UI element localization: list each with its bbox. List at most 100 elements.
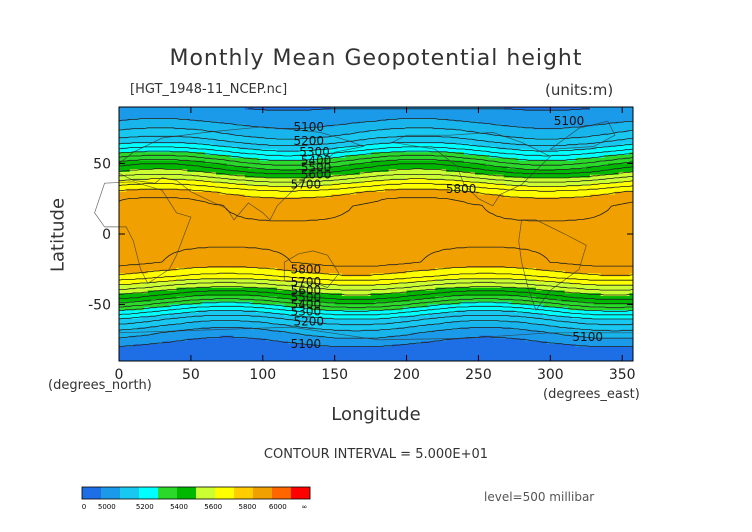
heatmap-cell: [417, 112, 422, 116]
heatmap-cell: [582, 180, 587, 184]
heatmap-cell: [428, 109, 433, 114]
heatmap-cell: [582, 138, 587, 142]
heatmap-cell: [600, 183, 605, 187]
heatmap-cell: [190, 186, 195, 190]
heatmap-cell: [607, 154, 612, 159]
heatmap-cell: [255, 143, 260, 147]
heatmap-cell: [183, 191, 188, 195]
heatmap-cell: [561, 194, 566, 198]
heatmap-cell: [323, 171, 328, 176]
heatmap-cell: [334, 194, 339, 198]
heatmap-cell: [295, 197, 300, 201]
heatmap-cell: [158, 126, 163, 130]
heatmap-cell: [374, 157, 379, 162]
heatmap-cell: [241, 177, 246, 181]
heatmap-cell: [384, 174, 389, 178]
heatmap-cell: [208, 138, 213, 142]
heatmap-cell: [255, 107, 260, 111]
heatmap-cell: [194, 149, 199, 153]
heatmap-cell: [410, 174, 415, 178]
heatmap-cell: [338, 180, 343, 184]
heatmap-cell: [532, 191, 537, 195]
heatmap-cell: [568, 160, 573, 164]
heatmap-cell: [557, 118, 562, 122]
heatmap-cell: [571, 202, 576, 207]
heatmap-cell: [478, 188, 483, 193]
heatmap-cell: [201, 135, 206, 139]
heatmap-cell: [198, 107, 203, 111]
heatmap-cell: [377, 186, 382, 190]
heatmap-cell: [489, 146, 494, 150]
heatmap-cell: [374, 123, 379, 128]
heatmap-cell: [198, 202, 203, 207]
heatmap-cell: [338, 157, 343, 162]
heatmap-cell: [201, 123, 206, 128]
heatmap-cell: [223, 143, 228, 147]
heatmap-cell: [402, 146, 407, 150]
heatmap-cell: [543, 194, 548, 198]
heatmap-cell: [482, 197, 487, 201]
heatmap-cell: [287, 107, 292, 111]
heatmap-cell: [615, 188, 620, 193]
heatmap-cell: [129, 140, 134, 145]
heatmap-cell: [284, 166, 289, 170]
heatmap-cell: [464, 121, 469, 125]
heatmap-cell: [129, 118, 134, 122]
heatmap-cell: [622, 109, 627, 114]
heatmap-cell: [316, 163, 321, 167]
heatmap-cell: [244, 143, 249, 147]
heatmap-cell: [216, 149, 221, 153]
heatmap-cell: [241, 138, 246, 142]
heatmap-cell: [604, 174, 609, 178]
heatmap-cell: [248, 188, 253, 193]
heatmap-cell: [349, 183, 354, 187]
heatmap-cell: [593, 157, 598, 162]
heatmap-cell: [489, 200, 494, 204]
heatmap-cell: [216, 166, 221, 170]
heatmap-cell: [600, 163, 605, 167]
heatmap-cell: [546, 146, 551, 150]
heatmap-cell: [381, 191, 386, 195]
heatmap-cell: [431, 135, 436, 139]
heatmap-cell: [205, 157, 210, 162]
heatmap-cell: [359, 149, 364, 153]
heatmap-cell: [331, 118, 336, 122]
heatmap-cell: [600, 107, 605, 111]
heatmap-cell: [464, 154, 469, 159]
heatmap-cell: [183, 160, 188, 164]
heatmap-cell: [266, 123, 271, 128]
heatmap-cell: [420, 166, 425, 170]
heatmap-cell: [129, 126, 134, 130]
heatmap-cell: [302, 109, 307, 114]
heatmap-cell: [352, 200, 357, 204]
heatmap-cell: [169, 169, 174, 173]
heatmap-cell: [230, 123, 235, 128]
heatmap-cell: [345, 146, 350, 150]
heatmap-cell: [449, 200, 454, 204]
heatmap-cell: [410, 121, 415, 125]
heatmap-cell: [532, 202, 537, 207]
heatmap-cell: [284, 140, 289, 145]
heatmap-cell: [287, 132, 292, 136]
heatmap-cell: [611, 123, 616, 128]
heatmap-cell: [226, 138, 231, 142]
heatmap-cell: [557, 129, 562, 133]
heatmap-cell: [183, 109, 188, 114]
heatmap-cell: [384, 180, 389, 184]
heatmap-cell: [586, 171, 591, 176]
heatmap-cell: [320, 140, 325, 145]
heatmap-cell: [503, 138, 508, 142]
heatmap-cell: [162, 186, 167, 190]
heatmap-cell: [345, 121, 350, 125]
heatmap-cell: [579, 166, 584, 170]
heatmap-cell: [219, 152, 224, 156]
heatmap-cell: [489, 171, 494, 176]
heatmap-cell: [287, 169, 292, 173]
heatmap-cell: [417, 118, 422, 122]
heatmap-cell: [568, 126, 573, 130]
heatmap-cell: [629, 135, 634, 139]
heatmap-cell: [464, 169, 469, 173]
heatmap-cell: [219, 129, 224, 133]
heatmap-cell: [535, 146, 540, 150]
heatmap-cell: [370, 129, 375, 133]
